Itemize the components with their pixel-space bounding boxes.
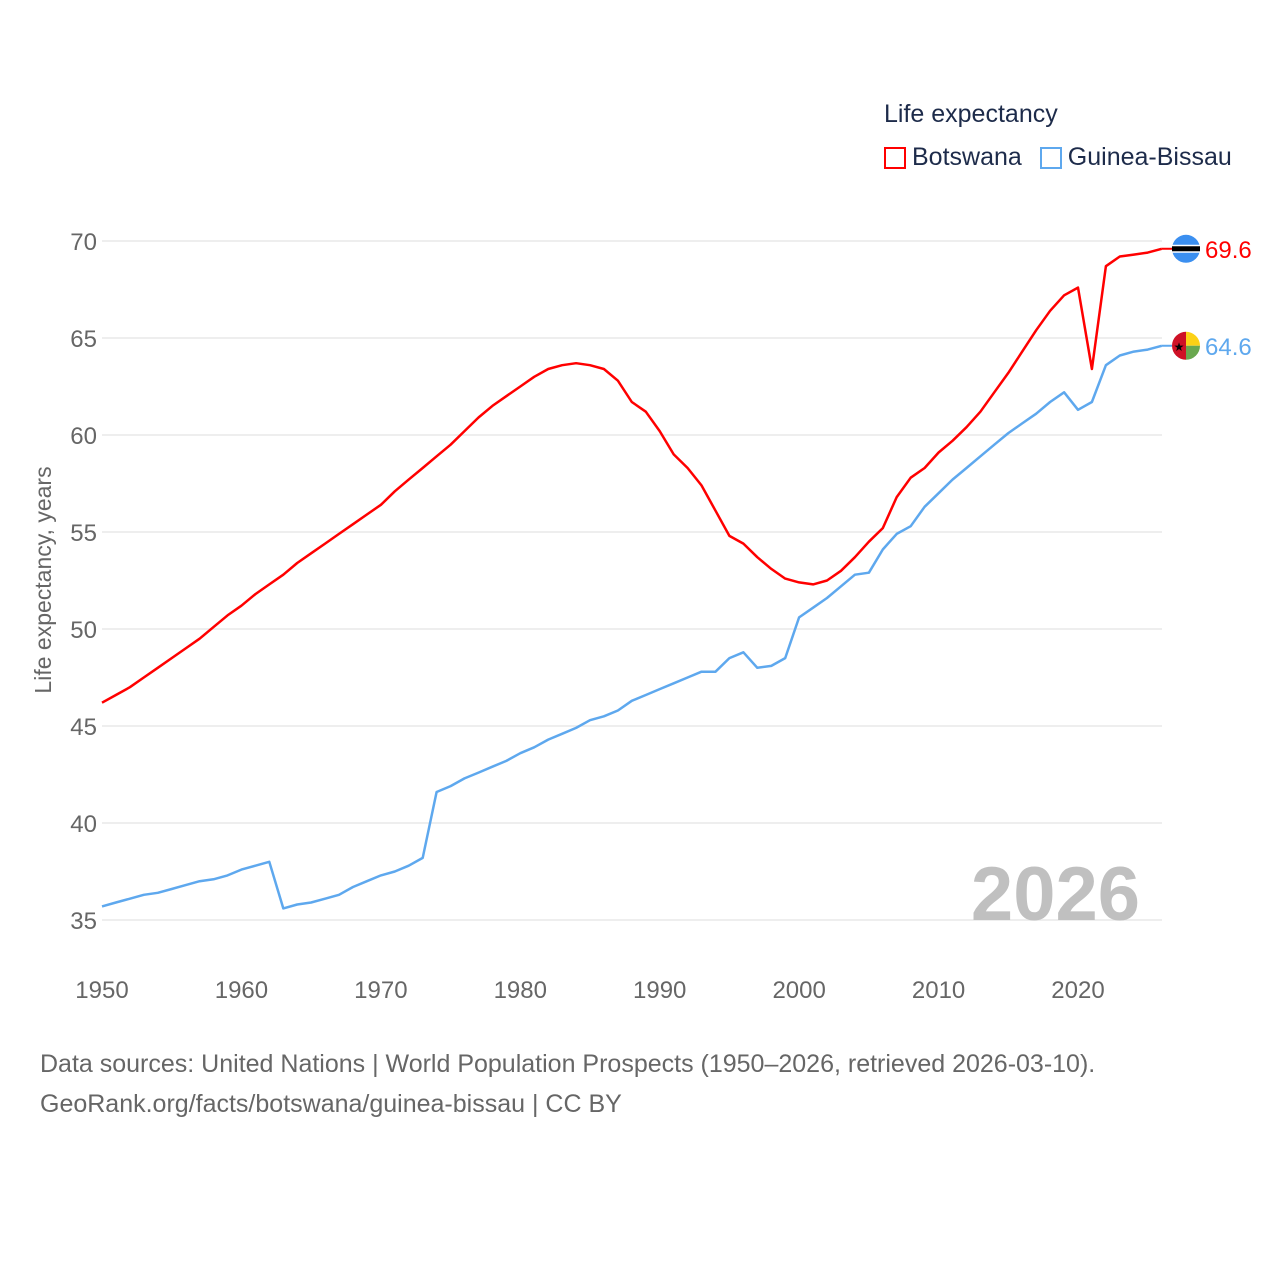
legend-item-botswana[interactable]: Botswana	[884, 143, 1022, 172]
footer: Data sources: United Nations | World Pop…	[40, 1044, 1095, 1124]
y-tick-label: 35	[70, 908, 97, 935]
legend: Life expectancy Botswana Guinea-Bissau	[884, 100, 1232, 172]
legend-label: Botswana	[912, 143, 1022, 171]
x-tick-label: 1950	[75, 977, 128, 1004]
y-tick-label: 60	[70, 423, 97, 450]
y-axis-label: Life expectancy, years	[30, 466, 56, 693]
series-line-botswana	[101, 247, 1163, 704]
y-tick-label: 70	[70, 229, 97, 256]
x-tick-label: 1990	[633, 977, 686, 1004]
y-tick-label: 50	[70, 617, 97, 644]
flag-part	[1186, 345, 1200, 360]
year-watermark: 2026	[971, 852, 1140, 937]
series-line-guinea-bissau	[101, 344, 1163, 910]
legend-title: Life expectancy	[884, 100, 1058, 128]
data-source-text: Data sources: United Nations | World Pop…	[40, 1050, 1096, 1078]
legend-swatch-guinea-bissau	[1039, 146, 1062, 169]
x-tick-label: 1980	[494, 977, 547, 1004]
end-value-label: 64.6	[1205, 334, 1252, 361]
star-icon: ★	[1174, 340, 1185, 354]
y-tick-label: 55	[70, 520, 97, 547]
x-tick-label: 2010	[912, 977, 965, 1004]
flag-guinea-bissau-icon	[1186, 331, 1200, 346]
x-tick-label: 1970	[354, 977, 407, 1004]
legend-label: Guinea-Bissau	[1067, 143, 1232, 171]
y-tick-label: 65	[70, 326, 97, 353]
y-tick-label: 45	[70, 714, 97, 741]
legend-swatch-botswana	[884, 146, 906, 169]
x-tick-label: 2000	[772, 977, 825, 1004]
end-value-label: 69.6	[1205, 237, 1252, 264]
x-tick-label: 2020	[1051, 977, 1104, 1004]
x-tick-label: 1960	[215, 977, 268, 1004]
y-tick-label: 40	[70, 811, 97, 838]
flag-part	[1172, 331, 1186, 360]
flag-stripe	[1172, 246, 1200, 252]
legend-item-guinea-bissau[interactable]: Guinea-Bissau	[1039, 143, 1232, 172]
attribution-link[interactable]: GeoRank.org/facts/botswana/guinea-bissau…	[40, 1090, 622, 1118]
